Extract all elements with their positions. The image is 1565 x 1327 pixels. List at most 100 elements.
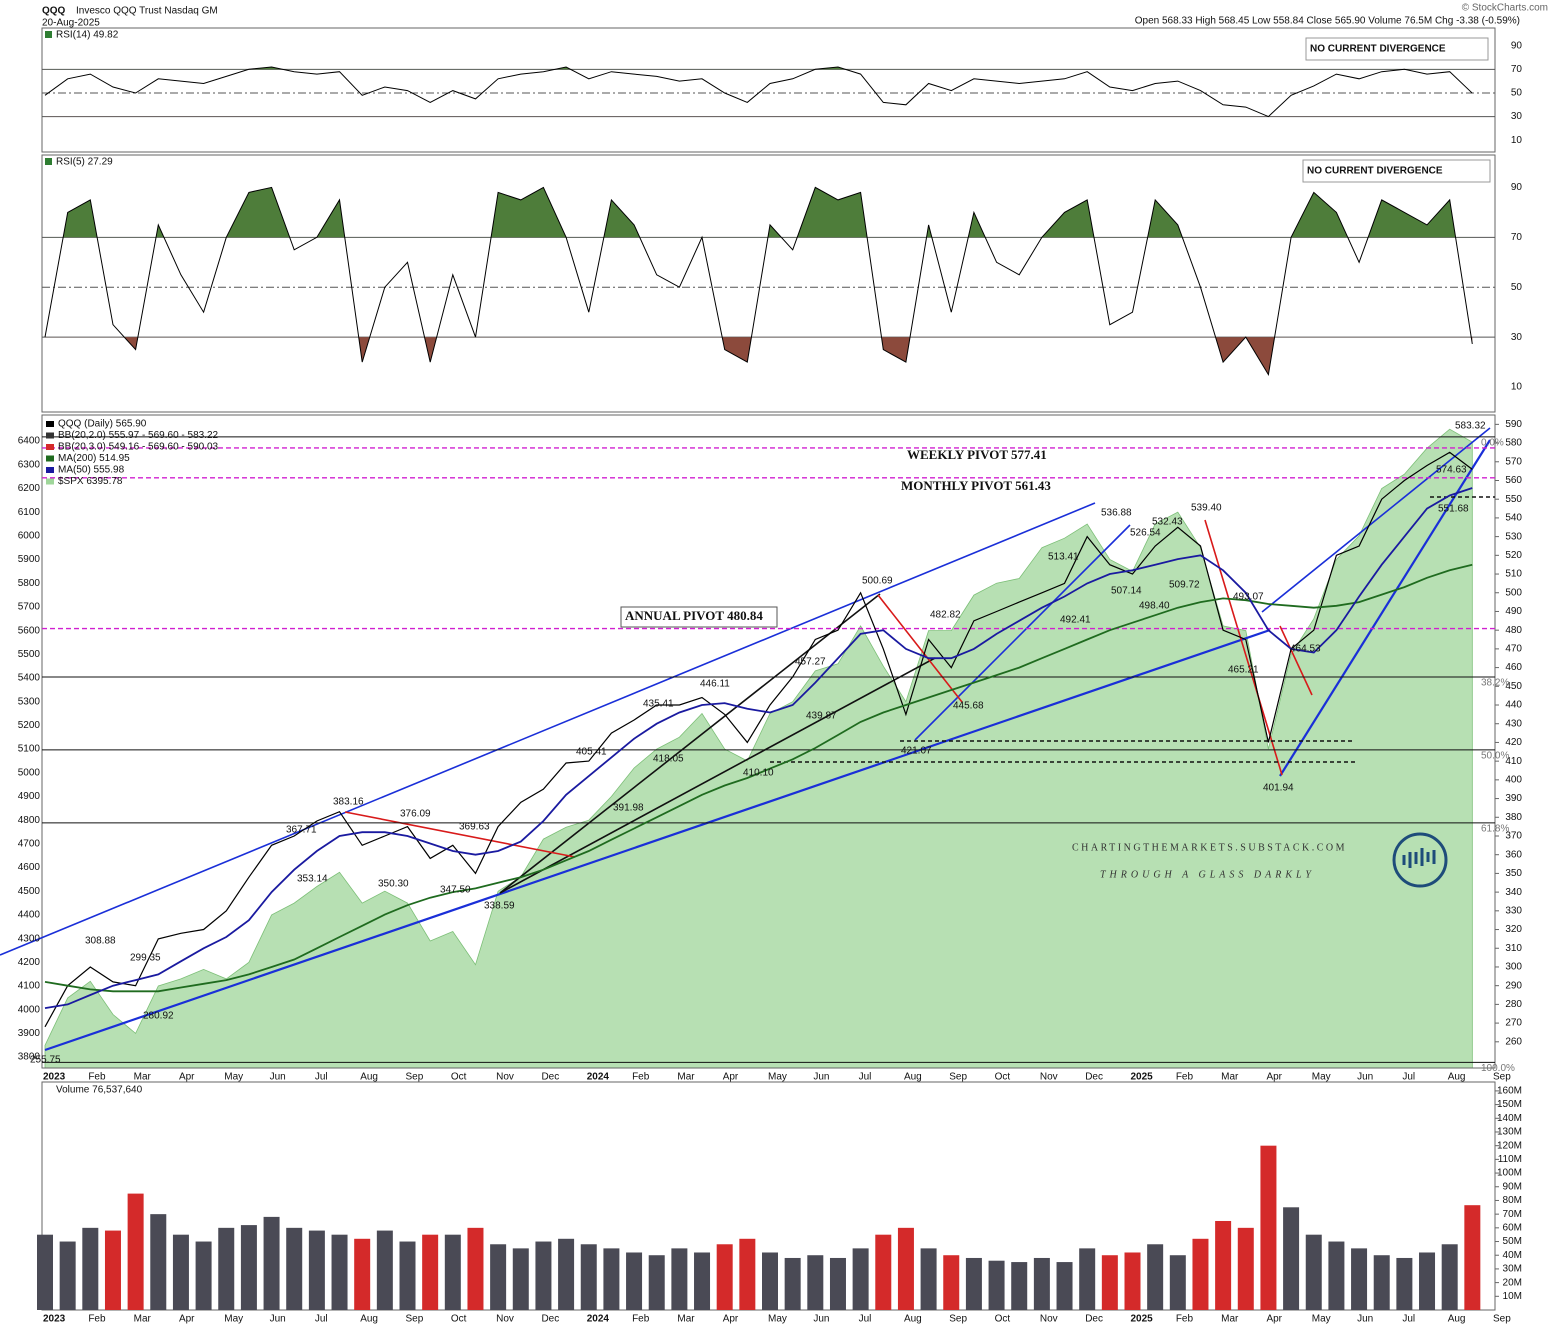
x-tick-label: Apr	[723, 1314, 739, 1325]
y2-tick-label: 4300	[18, 933, 41, 944]
x-tick-label: Jun	[270, 1072, 286, 1083]
y2-tick-label: 4900	[18, 791, 41, 802]
y-tick-label: 430	[1505, 718, 1522, 729]
x-tick-label: Apr	[1266, 1314, 1282, 1325]
volume-bar	[1215, 1220, 1232, 1310]
legend-entry: BB(20,2.0) 555.97 - 569.60 - 583.22	[58, 430, 219, 441]
fib-label: 61.8%	[1481, 824, 1509, 835]
y2-tick-label: 4400	[18, 910, 41, 921]
price-annotation: 445.68	[953, 701, 984, 712]
price-annotation: 536.88	[1101, 508, 1132, 519]
volume-bar	[626, 1252, 643, 1310]
volume-bar	[580, 1244, 597, 1310]
x-tick-label: 2024	[587, 1072, 610, 1083]
y-tick-label: 380	[1505, 812, 1522, 823]
y-tick-label: 540	[1505, 513, 1522, 524]
price-annotation: 280.92	[143, 1011, 174, 1022]
price-annotation: 551.68	[1438, 504, 1469, 515]
volume-bar	[422, 1234, 439, 1310]
price-annotation: 583.32	[1455, 421, 1486, 432]
y-tick-label: 20M	[1503, 1277, 1522, 1288]
y-tick-label: 310	[1505, 943, 1522, 954]
price-annotation: 457.27	[795, 657, 826, 668]
y-tick-label: 340	[1505, 887, 1522, 898]
volume-bar	[807, 1255, 824, 1310]
x-tick-label: Oct	[451, 1314, 467, 1325]
volume-bar	[875, 1234, 892, 1310]
volume-bar	[558, 1238, 575, 1310]
y2-tick-label: 6300	[18, 459, 41, 470]
x-tick-label: Jul	[315, 1072, 328, 1083]
volume-bar	[535, 1241, 552, 1310]
y-tick-label: 90	[1511, 182, 1523, 193]
volume-bar	[1464, 1205, 1481, 1310]
price-annotation: 391.98	[613, 803, 644, 814]
price-annotation: 493.07	[1233, 592, 1264, 603]
y2-tick-label: 5400	[18, 673, 41, 684]
price-annotation: 439.87	[806, 711, 837, 722]
trend-line	[44, 628, 1271, 1052]
legend-swatch	[46, 467, 54, 473]
volume-bar	[671, 1248, 688, 1310]
y-tick-label: 30	[1511, 332, 1523, 343]
trend-line	[344, 811, 576, 858]
rsi5-frame	[41, 154, 1496, 413]
y2-tick-label: 5900	[18, 554, 41, 565]
volume-bar	[1419, 1252, 1436, 1310]
y-tick-label: 70M	[1503, 1209, 1522, 1220]
volume-bar	[920, 1248, 937, 1310]
volume-bar	[988, 1260, 1005, 1310]
y2-tick-label: 4500	[18, 886, 41, 897]
volume-bar	[150, 1214, 167, 1310]
x-tick-label: Nov	[1040, 1314, 1058, 1325]
y-tick-label: 520	[1505, 550, 1522, 561]
y-tick-label: 400	[1505, 774, 1522, 785]
y2-tick-label: 6200	[18, 483, 41, 494]
price-annotation: 492.41	[1060, 615, 1091, 626]
y-tick-label: 450	[1505, 681, 1522, 692]
volume-bar	[104, 1230, 121, 1310]
x-tick-label: Oct	[451, 1072, 467, 1083]
price-annotation: 465.21	[1228, 665, 1259, 676]
x-tick-label: Feb	[632, 1314, 650, 1325]
x-tick-label: Nov	[496, 1314, 514, 1325]
y2-tick-label: 5000	[18, 767, 41, 778]
x-tick-label: Mar	[134, 1072, 152, 1083]
volume-bar	[943, 1255, 960, 1310]
y-tick-label: 90	[1511, 40, 1523, 51]
legend-entry: MA(50) 555.98	[58, 465, 125, 476]
y-tick-label: 490	[1505, 606, 1522, 617]
x-tick-label: Aug	[1448, 1072, 1466, 1083]
x-tick-label: Sep	[406, 1072, 424, 1083]
y2-tick-label: 4700	[18, 838, 41, 849]
y-tick-label: 140M	[1497, 1113, 1522, 1124]
tagline: THROUGH A GLASS DARKLY	[1100, 869, 1315, 880]
y2-tick-label: 4100	[18, 981, 41, 992]
y2-tick-label: 6400	[18, 436, 41, 447]
x-tick-label: 2023	[43, 1314, 66, 1325]
x-tick-label: Apr	[1266, 1072, 1282, 1083]
volume-bar	[897, 1227, 914, 1310]
pivot-label: WEEKLY PIVOT 577.41	[907, 447, 1047, 462]
volume-bar	[59, 1241, 76, 1310]
moving-average	[44, 563, 1473, 993]
x-tick-label: Jun	[813, 1072, 829, 1083]
y-tick-label: 50	[1511, 88, 1523, 99]
annotation-box	[1305, 37, 1489, 61]
volume-bar	[648, 1255, 665, 1310]
x-tick-label: Jul	[315, 1314, 328, 1325]
pivot-label: ANNUAL PIVOT 480.84	[625, 608, 763, 623]
y2-tick-label: 5800	[18, 578, 41, 589]
y-tick-label: 70	[1511, 64, 1523, 75]
x-tick-label: Feb	[632, 1072, 650, 1083]
y2-tick-label: 5700	[18, 602, 41, 613]
x-tick-label: Aug	[360, 1314, 378, 1325]
x-tick-label: May	[768, 1314, 787, 1325]
price-annotation: 446.11	[700, 679, 730, 690]
x-tick-label: Mar	[1221, 1072, 1239, 1083]
x-tick-label: Jul	[1402, 1072, 1415, 1083]
x-tick-label: Oct	[995, 1314, 1011, 1325]
y-tick-label: 580	[1505, 438, 1522, 449]
volume-bar	[1169, 1255, 1186, 1310]
